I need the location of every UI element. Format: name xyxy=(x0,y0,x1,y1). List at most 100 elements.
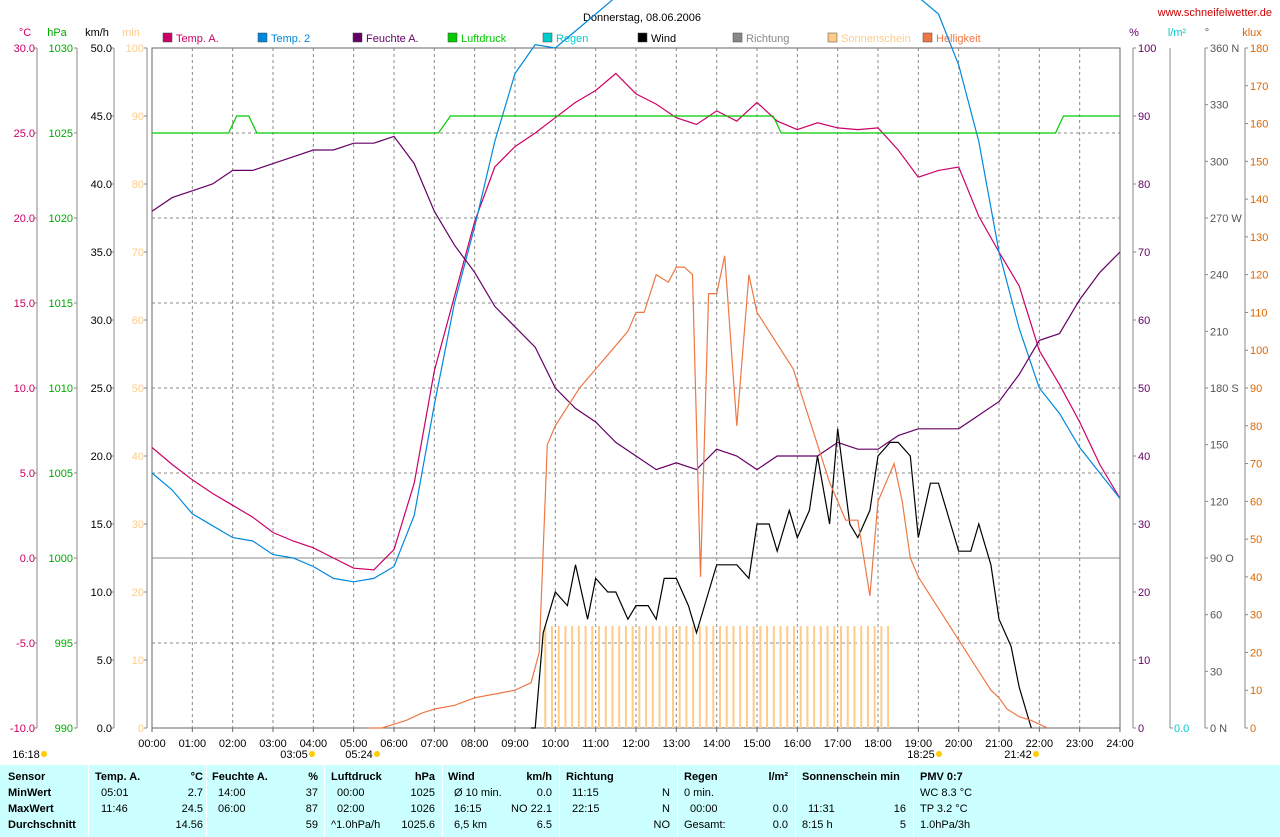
pmv-trend: 1.0hPa/3h xyxy=(920,819,971,831)
legend-swatch xyxy=(827,32,838,43)
marker-sun-icon xyxy=(374,751,380,757)
x-tick-label: 07:00 xyxy=(421,738,449,750)
humidity_pct-tick-label: 0 xyxy=(1138,723,1144,735)
rain-total: 0.0 xyxy=(772,819,788,831)
illuminance_klux-tick-label: 160 xyxy=(1250,119,1268,131)
press-min-time: 00:00 xyxy=(337,787,365,799)
press-avg: 1025.6 xyxy=(401,819,435,831)
temp-unit: °C xyxy=(190,771,203,783)
rain-max-time: 00:00 xyxy=(690,803,718,815)
series-temp-a- xyxy=(151,72,1121,571)
pressure_hpa-tick-label: 995 xyxy=(55,638,73,650)
humidity_pct-tick-label: 40 xyxy=(1138,451,1150,463)
illuminance_klux-tick-label: 10 xyxy=(1250,685,1262,697)
direction_deg-tick-label: 120 xyxy=(1210,496,1228,508)
x-tick-label: 22:00 xyxy=(1026,738,1054,750)
hum-max: 87 xyxy=(305,803,318,815)
pressure_hpa-tick-label: 1030 xyxy=(49,43,73,55)
direction_deg-tick-label: 300 xyxy=(1210,156,1228,168)
x-tick-label: 09:00 xyxy=(501,738,529,750)
wind_kmh-tick-label: 45.0 xyxy=(91,111,112,123)
marker-sun-icon xyxy=(309,751,315,757)
illuminance_klux-tick-label: 70 xyxy=(1250,459,1262,471)
marker-sun-icon xyxy=(41,751,47,757)
x-tick-label: 18:00 xyxy=(864,738,892,750)
wind-avg: 6.5 xyxy=(536,819,552,831)
wind_kmh-tick-label: 15.0 xyxy=(91,519,112,531)
x-tick-label: 12:00 xyxy=(622,738,650,750)
sun_min-tick-label: 30 xyxy=(132,519,144,531)
rain-unit: l/m² xyxy=(768,771,788,783)
x-tick-label: 04:00 xyxy=(300,738,328,750)
sun-hours: 8:15 h xyxy=(802,819,833,831)
rain-min: 0 min. xyxy=(684,787,714,799)
hum-header: Feuchte A. xyxy=(212,771,268,783)
hum-min-time: 14:00 xyxy=(218,787,246,799)
legend-label: Feuchte A. xyxy=(366,33,419,45)
marker-label: 16:18 xyxy=(12,749,40,761)
legend-swatch xyxy=(352,32,363,43)
sun_min-tick-label: 70 xyxy=(132,247,144,259)
illuminance_klux-tick-label: 140 xyxy=(1250,194,1268,206)
illuminance_klux-tick-label: 60 xyxy=(1250,496,1262,508)
x-tick-label: 02:00 xyxy=(219,738,247,750)
wind_kmh-tick-label: 20.0 xyxy=(91,451,112,463)
pressure_hpa-axis-title: hPa xyxy=(47,27,67,39)
temp_c-tick-label: -5.0 xyxy=(16,638,35,650)
statistics-table: Sensor MinWert MaxWert Durchschnitt Temp… xyxy=(0,765,1280,837)
legend-swatch xyxy=(637,32,648,43)
x-tick-label: 03:00 xyxy=(259,738,287,750)
dir-max: N xyxy=(662,803,670,815)
humidity_pct-tick-label: 30 xyxy=(1138,519,1150,531)
direction_deg-tick-label: 150 xyxy=(1210,440,1228,452)
sun_min-tick-label: 50 xyxy=(132,383,144,395)
hum-min: 37 xyxy=(305,787,318,799)
wind_kmh-axis-title: km/h xyxy=(85,27,109,39)
x-tick-label: 21:00 xyxy=(985,738,1013,750)
humidity_pct-tick-label: 60 xyxy=(1138,315,1150,327)
hum-unit: % xyxy=(308,771,318,783)
series-temp-2 xyxy=(151,0,1121,583)
x-tick-label: 00:00 xyxy=(138,738,166,750)
wind-max-time: 16:15 xyxy=(454,803,482,815)
temp-min: 2.7 xyxy=(187,787,203,799)
pressure_hpa-tick-label: 1015 xyxy=(49,298,73,310)
temp-max: 24.5 xyxy=(181,803,203,815)
direction_deg-tick-label: 60 xyxy=(1210,610,1222,622)
temp-min-time: 05:01 xyxy=(101,787,129,799)
hum-avg: 59 xyxy=(305,819,318,831)
press-max: 1026 xyxy=(410,803,435,815)
press-unit: hPa xyxy=(414,771,435,783)
wind-max: NO 22.1 xyxy=(511,803,552,815)
rain-total-label: Gesamt: xyxy=(684,819,726,831)
legend-label: Temp. 2 xyxy=(271,33,310,45)
sun_min-tick-label: 90 xyxy=(132,111,144,123)
press-header: Luftdruck xyxy=(331,771,382,783)
x-tick-label: 10:00 xyxy=(542,738,570,750)
sun_min-tick-label: 0 xyxy=(138,723,144,735)
direction_deg-tick-label: 330 xyxy=(1210,100,1228,112)
marker-label: 21:42 xyxy=(1004,749,1032,761)
illuminance_klux-tick-label: 30 xyxy=(1250,610,1262,622)
dir-min: N xyxy=(662,787,670,799)
dir-min-time: 11:15 xyxy=(572,787,599,799)
stat-label-max: MaxWert xyxy=(8,803,54,815)
humidity_pct-tick-label: 90 xyxy=(1138,111,1150,123)
pmv-wc: WC 8.3 °C xyxy=(920,787,973,799)
illuminance_klux-tick-label: 180 xyxy=(1250,43,1268,55)
x-tick-label: 19:00 xyxy=(905,738,933,750)
legend-swatch xyxy=(922,32,933,43)
direction_deg-tick-label: 0 N xyxy=(1210,723,1227,735)
stat-label-min: MinWert xyxy=(8,787,52,799)
wind-header: Wind xyxy=(448,771,475,783)
sun-markers: 16:18 03:05 05:24 18:25 21:42 xyxy=(12,749,1039,761)
x-tick-label: 14:00 xyxy=(703,738,731,750)
pressure_hpa-tick-label: 1000 xyxy=(49,553,73,565)
sun_min-tick-label: 40 xyxy=(132,451,144,463)
sun_min-tick-label: 100 xyxy=(126,43,144,55)
humidity_pct-tick-label: 100 xyxy=(1138,43,1156,55)
wind_kmh-tick-label: 30.0 xyxy=(91,315,112,327)
sun_min-tick-label: 10 xyxy=(132,655,144,667)
sun_min-tick-label: 80 xyxy=(132,179,144,191)
pmv-tp: TP 3.2 °C xyxy=(920,803,968,815)
